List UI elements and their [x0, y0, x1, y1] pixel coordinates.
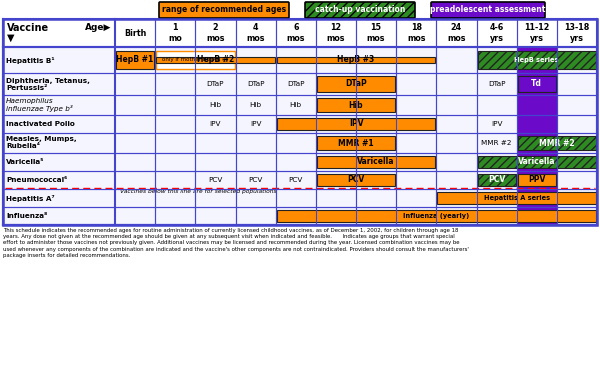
- Bar: [517, 47, 557, 225]
- Text: Varicella: Varicella: [358, 158, 395, 167]
- Text: Hib: Hib: [349, 100, 364, 109]
- Text: 13-18
yrs: 13-18 yrs: [564, 23, 590, 43]
- Text: IPV: IPV: [209, 121, 221, 127]
- Text: PCV: PCV: [347, 176, 365, 185]
- Bar: [277, 57, 436, 63]
- Text: PCV: PCV: [248, 177, 263, 183]
- Text: Varicella: Varicella: [518, 158, 556, 167]
- Text: Measles, Mumps,
Rubella⁴: Measles, Mumps, Rubella⁴: [6, 136, 77, 149]
- Bar: [277, 118, 436, 130]
- Text: Inactivated Polio: Inactivated Polio: [6, 121, 75, 127]
- Bar: [277, 210, 596, 222]
- Text: MMR #2: MMR #2: [539, 138, 575, 147]
- Bar: [116, 51, 154, 69]
- Bar: [478, 156, 596, 168]
- Bar: [518, 174, 556, 186]
- Text: Influenza (yearly): Influenza (yearly): [403, 213, 469, 219]
- Text: 24
mos: 24 mos: [447, 23, 466, 43]
- Bar: [317, 156, 436, 168]
- FancyBboxPatch shape: [305, 2, 415, 18]
- Bar: [317, 174, 395, 186]
- Text: Hib: Hib: [209, 102, 221, 108]
- Text: PPV: PPV: [528, 176, 545, 185]
- Text: HepB series: HepB series: [515, 57, 559, 63]
- Text: Hib: Hib: [290, 102, 302, 108]
- Text: DTaP: DTaP: [247, 81, 265, 87]
- Bar: [3, 19, 597, 225]
- Text: Pneumococcal⁶: Pneumococcal⁶: [6, 177, 67, 183]
- Text: 18
mos: 18 mos: [407, 23, 425, 43]
- Text: This schedule indicates the recommended ages for routine administration of curre: This schedule indicates the recommended …: [3, 228, 469, 258]
- Text: Hepatitis A series: Hepatitis A series: [484, 195, 550, 201]
- Text: HepB #2: HepB #2: [197, 56, 234, 65]
- Bar: [3, 19, 597, 47]
- Text: DTaP: DTaP: [206, 81, 224, 87]
- Bar: [478, 174, 515, 186]
- Text: Influenza⁸: Influenza⁸: [6, 213, 47, 219]
- Text: IPV: IPV: [349, 120, 363, 129]
- Text: MMR #2: MMR #2: [481, 140, 512, 146]
- Bar: [317, 98, 395, 112]
- Text: DTaP: DTaP: [287, 81, 305, 87]
- FancyBboxPatch shape: [431, 2, 545, 18]
- Bar: [317, 76, 395, 92]
- Text: IPV: IPV: [491, 121, 502, 127]
- Bar: [317, 136, 395, 150]
- Text: 2
mos: 2 mos: [206, 23, 224, 43]
- Text: preadolescent assessment: preadolescent assessment: [430, 5, 545, 14]
- Bar: [156, 57, 275, 63]
- Text: Haemophilus
influenzae Type b³: Haemophilus influenzae Type b³: [6, 98, 73, 112]
- Text: Age▶: Age▶: [85, 23, 111, 32]
- Text: PCV: PCV: [289, 177, 303, 183]
- Text: Hib: Hib: [250, 102, 262, 108]
- Text: catch-up vaccination: catch-up vaccination: [315, 5, 405, 14]
- Bar: [437, 192, 596, 204]
- Bar: [3, 2, 597, 18]
- Text: HepB #1: HepB #1: [116, 56, 154, 65]
- Text: 4-6
yrs: 4-6 yrs: [490, 23, 504, 43]
- Text: range of recommended ages: range of recommended ages: [162, 5, 286, 14]
- Bar: [3, 19, 597, 225]
- Text: 12
mos: 12 mos: [326, 23, 345, 43]
- Text: Diphtheria, Tetanus,
Pertussis²: Diphtheria, Tetanus, Pertussis²: [6, 77, 90, 90]
- Text: Td: Td: [532, 79, 542, 88]
- Text: 6
mos: 6 mos: [287, 23, 305, 43]
- Text: Vaccine: Vaccine: [7, 23, 49, 33]
- FancyBboxPatch shape: [159, 2, 289, 18]
- Text: ▼: ▼: [7, 33, 14, 43]
- Text: 11-12
yrs: 11-12 yrs: [524, 23, 550, 43]
- Bar: [478, 51, 596, 69]
- Text: 4
mos: 4 mos: [247, 23, 265, 43]
- Bar: [518, 76, 556, 92]
- Bar: [518, 136, 596, 150]
- Text: Birth: Birth: [124, 29, 146, 38]
- Text: PCV: PCV: [208, 177, 223, 183]
- Text: DTaP: DTaP: [488, 81, 505, 87]
- Text: Varicella⁵: Varicella⁵: [6, 159, 44, 165]
- Text: DTaP: DTaP: [345, 79, 367, 88]
- Text: 1
mo: 1 mo: [169, 23, 182, 43]
- Text: Vaccines below this line are for selected populations: Vaccines below this line are for selecte…: [120, 189, 277, 194]
- Text: HepB #3: HepB #3: [337, 56, 374, 65]
- Text: IPV: IPV: [250, 121, 262, 127]
- Text: 15
mos: 15 mos: [367, 23, 385, 43]
- Text: only if mother HBsAg (-): only if mother HBsAg (-): [162, 57, 229, 63]
- Text: Hepatitis A⁷: Hepatitis A⁷: [6, 194, 55, 201]
- Text: Hepatitis B¹: Hepatitis B¹: [6, 57, 55, 63]
- Bar: [156, 51, 235, 69]
- Text: MMR #1: MMR #1: [338, 138, 374, 147]
- Text: PCV: PCV: [488, 176, 505, 185]
